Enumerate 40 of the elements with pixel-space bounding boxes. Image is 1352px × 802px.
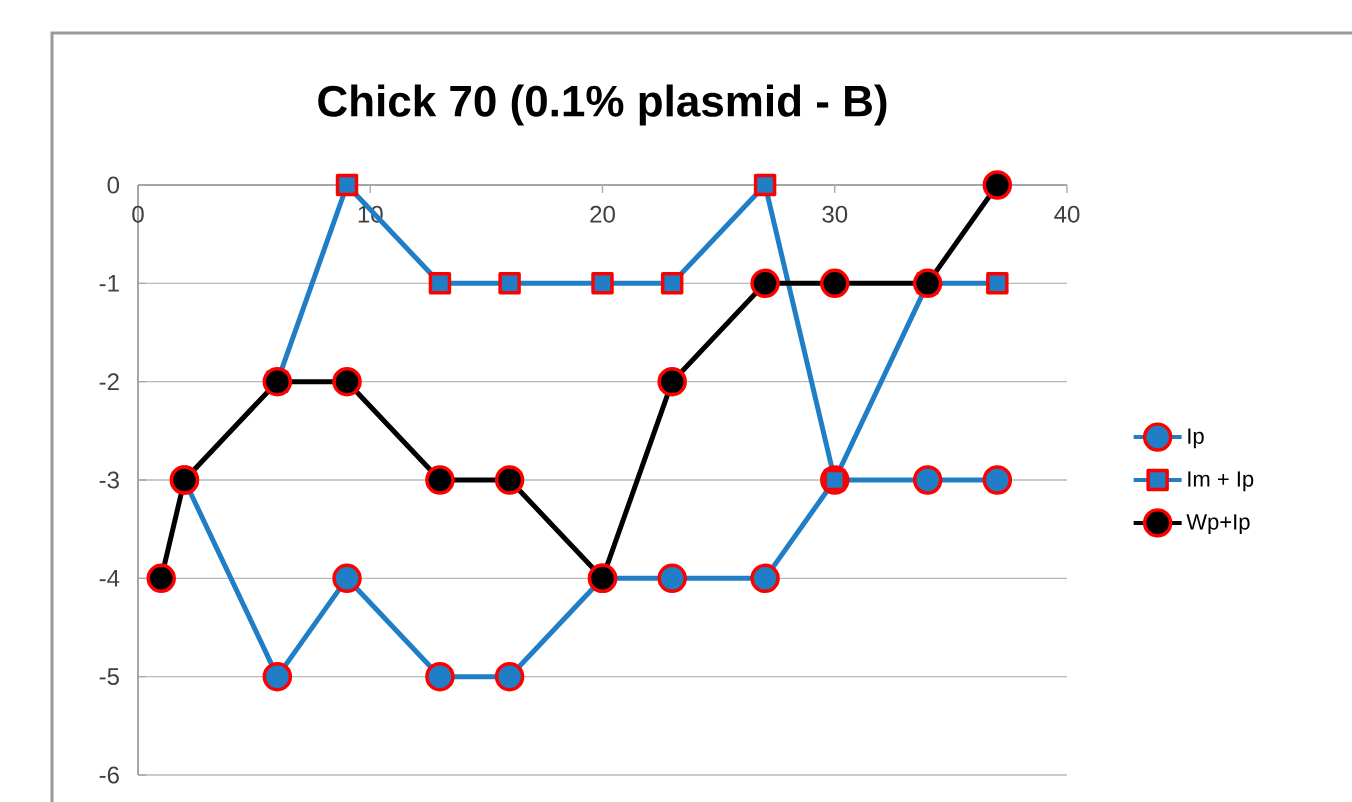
y-tick-label: -4 (99, 570, 120, 587)
point (262, 661, 293, 692)
point (750, 268, 780, 299)
point (425, 661, 455, 692)
point (335, 173, 359, 197)
chart-title: Chick 70 (0.1% plasmid - B) (318, 84, 887, 126)
legend-label: Im + Ip (1188, 471, 1254, 492)
y-tick-label: -6 (99, 766, 119, 784)
legend-label: Ip (1188, 428, 1204, 449)
x-tick-label: 0 (132, 205, 144, 223)
point (498, 272, 521, 295)
point (494, 661, 525, 692)
point (660, 272, 684, 295)
point (146, 563, 176, 594)
point (332, 563, 362, 594)
y-tick-label: -2 (99, 373, 119, 391)
point (820, 268, 850, 299)
y-tick-label: -3 (99, 471, 119, 489)
point (982, 465, 1013, 495)
point (591, 272, 614, 295)
point (753, 173, 777, 197)
legend-label: Wp+Ip (1186, 514, 1250, 535)
y-tick-label: -1 (99, 275, 119, 292)
y-tick-label: -5 (99, 668, 119, 686)
point (912, 465, 943, 495)
point (986, 272, 1009, 295)
x-tick-label: 20 (590, 205, 615, 223)
point (982, 170, 1013, 200)
point (425, 465, 455, 495)
point (428, 272, 452, 295)
y-tick-label: 0 (107, 176, 120, 194)
x-tick-label: 30 (822, 205, 848, 223)
point (657, 563, 687, 594)
point (494, 465, 525, 495)
x-tick-label: 40 (1054, 205, 1080, 223)
point (657, 366, 687, 397)
point (262, 366, 293, 397)
point (332, 366, 362, 397)
point (912, 268, 943, 299)
point (750, 563, 780, 594)
